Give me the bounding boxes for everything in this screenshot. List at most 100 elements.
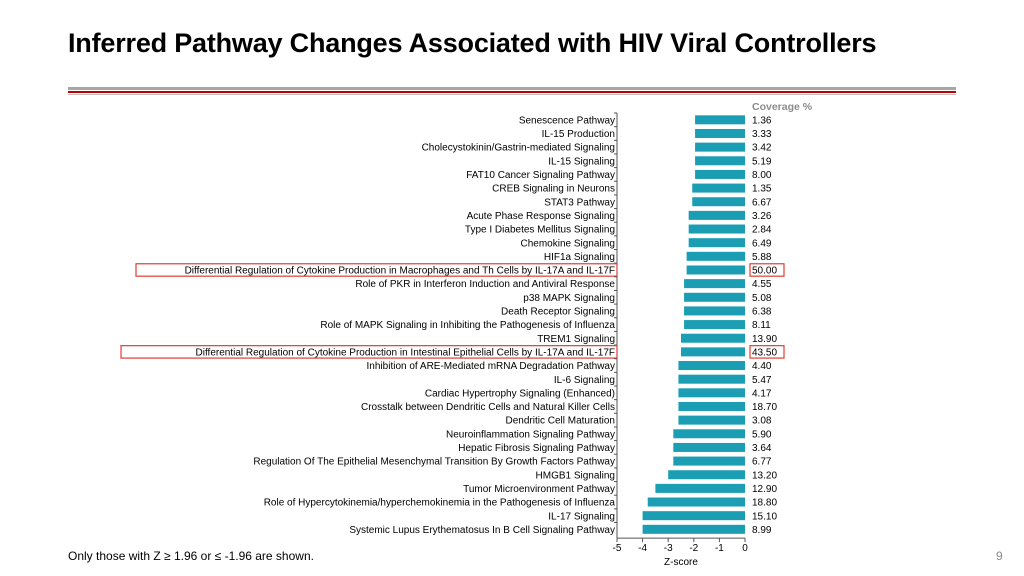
bar [695,142,745,152]
bar [695,156,745,166]
bar [695,115,745,125]
bar [688,224,745,234]
coverage-value: 13.20 [752,470,777,481]
bar [686,251,745,261]
category-label: TREM1 Signaling [537,334,615,345]
x-axis-title: Z-score [664,557,698,568]
category-label: Role of Hypercytokinemia/hyperchemokinem… [264,498,616,509]
page-number: 9 [996,549,1003,563]
x-tick-label: -4 [638,543,647,554]
category-label: p38 MAPK Signaling [523,293,615,304]
bar [688,210,745,220]
category-label: Dendritic Cell Maturation [506,416,616,427]
coverage-value: 5.47 [752,375,772,386]
coverage-value: 50.00 [752,266,777,277]
category-label: FAT10 Cancer Signaling Pathway [466,170,615,181]
coverage-value: 8.00 [752,170,772,181]
category-label: Cardiac Hypertrophy Signaling (Enhanced) [425,388,615,399]
coverage-header: Coverage % [752,101,813,113]
bar [673,456,745,466]
bar [678,374,745,384]
category-label: STAT3 Pathway [544,197,615,208]
category-label: Crosstalk between Dendritic Cells and Na… [361,402,615,413]
coverage-value: 1.36 [752,115,772,126]
bar [678,388,745,398]
bar [678,415,745,425]
coverage-value: 5.88 [752,252,772,263]
bar [695,128,745,138]
category-label: IL-17 Signaling [548,511,615,522]
coverage-value: 12.90 [752,484,777,495]
category-label: Death Receptor Signaling [501,307,615,318]
coverage-value: 5.90 [752,429,772,440]
highlight-box-coverage [749,345,785,359]
bar [673,429,745,439]
category-label: IL-15 Production [542,129,615,140]
coverage-value: 3.64 [752,443,772,454]
category-label: Cholecystokinin/Gastrin-mediated Signali… [422,143,615,154]
title-rule-gray-lower [68,94,956,95]
title-rule-gray [68,87,956,90]
category-label: Regulation Of The Epithelial Mesenchymal… [253,457,615,468]
category-label: Senescence Pathway [519,115,615,126]
slide-title: Inferred Pathway Changes Associated with… [68,28,877,58]
title-rule-red [68,91,956,93]
category-label: IL-15 Signaling [548,156,615,167]
coverage-value: 8.11 [752,320,771,331]
category-label: Neuroinflammation Signaling Pathway [446,429,615,440]
bar [668,470,745,480]
coverage-value: 15.10 [752,511,777,522]
coverage-value: 5.19 [752,156,772,167]
coverage-value: 3.26 [752,211,772,222]
bar [642,524,745,534]
coverage-value: 3.33 [752,129,772,140]
category-label: Acute Phase Response Signaling [467,211,615,222]
category-label: Type I Diabetes Mellitus Signaling [465,225,615,236]
category-label: IL-6 Signaling [554,375,615,386]
coverage-value: 6.38 [752,307,772,318]
x-tick-label: -2 [689,543,698,554]
bar [642,511,745,521]
category-label: Role of PKR in Interferon Induction and … [355,279,615,290]
bar [684,279,745,289]
x-tick-label: 0 [742,543,748,554]
bar [681,347,745,357]
coverage-value: 3.42 [752,143,772,154]
coverage-value: 3.08 [752,416,772,427]
category-label: HMGB1 Signaling [536,470,615,481]
footnote: Only those with Z ≥ 1.96 or ≤ -1.96 are … [68,549,314,563]
category-label: Hepatic Fibrosis Signaling Pathway [458,443,615,454]
category-label: Differential Regulation of Cytokine Prod… [185,266,615,277]
highlight-box-coverage [749,263,785,277]
category-label: Systemic Lupus Erythematosus In B Cell S… [349,525,615,536]
bar [655,483,745,493]
category-label: CREB Signaling in Neurons [492,184,615,195]
bar [678,401,745,411]
coverage-value: 5.08 [752,293,772,304]
category-label: HIF1a Signaling [544,252,615,263]
x-tick-label: -5 [613,543,622,554]
bar [695,169,745,179]
coverage-value: 1.35 [752,184,772,195]
coverage-value: 43.50 [752,347,777,358]
category-label: Chemokine Signaling [520,238,615,249]
bar [681,333,745,343]
highlight-box-label [135,263,618,277]
coverage-value: 8.99 [752,525,772,536]
coverage-value: 4.55 [752,279,772,290]
bar [688,238,745,248]
bar [692,183,745,193]
bar [647,497,745,507]
coverage-value: 18.80 [752,498,777,509]
category-label: Tumor Microenvironment Pathway [463,484,615,495]
bar [673,442,745,452]
bar [684,320,745,330]
bar [686,265,745,275]
category-label: Inhibition of ARE-Mediated mRNA Degradat… [367,361,615,372]
category-label: Role of MAPK Signaling in Inhibiting the… [320,320,615,331]
bar [678,361,745,371]
coverage-value: 18.70 [752,402,777,413]
coverage-value: 4.17 [752,388,772,399]
highlight-box-label [120,345,618,359]
